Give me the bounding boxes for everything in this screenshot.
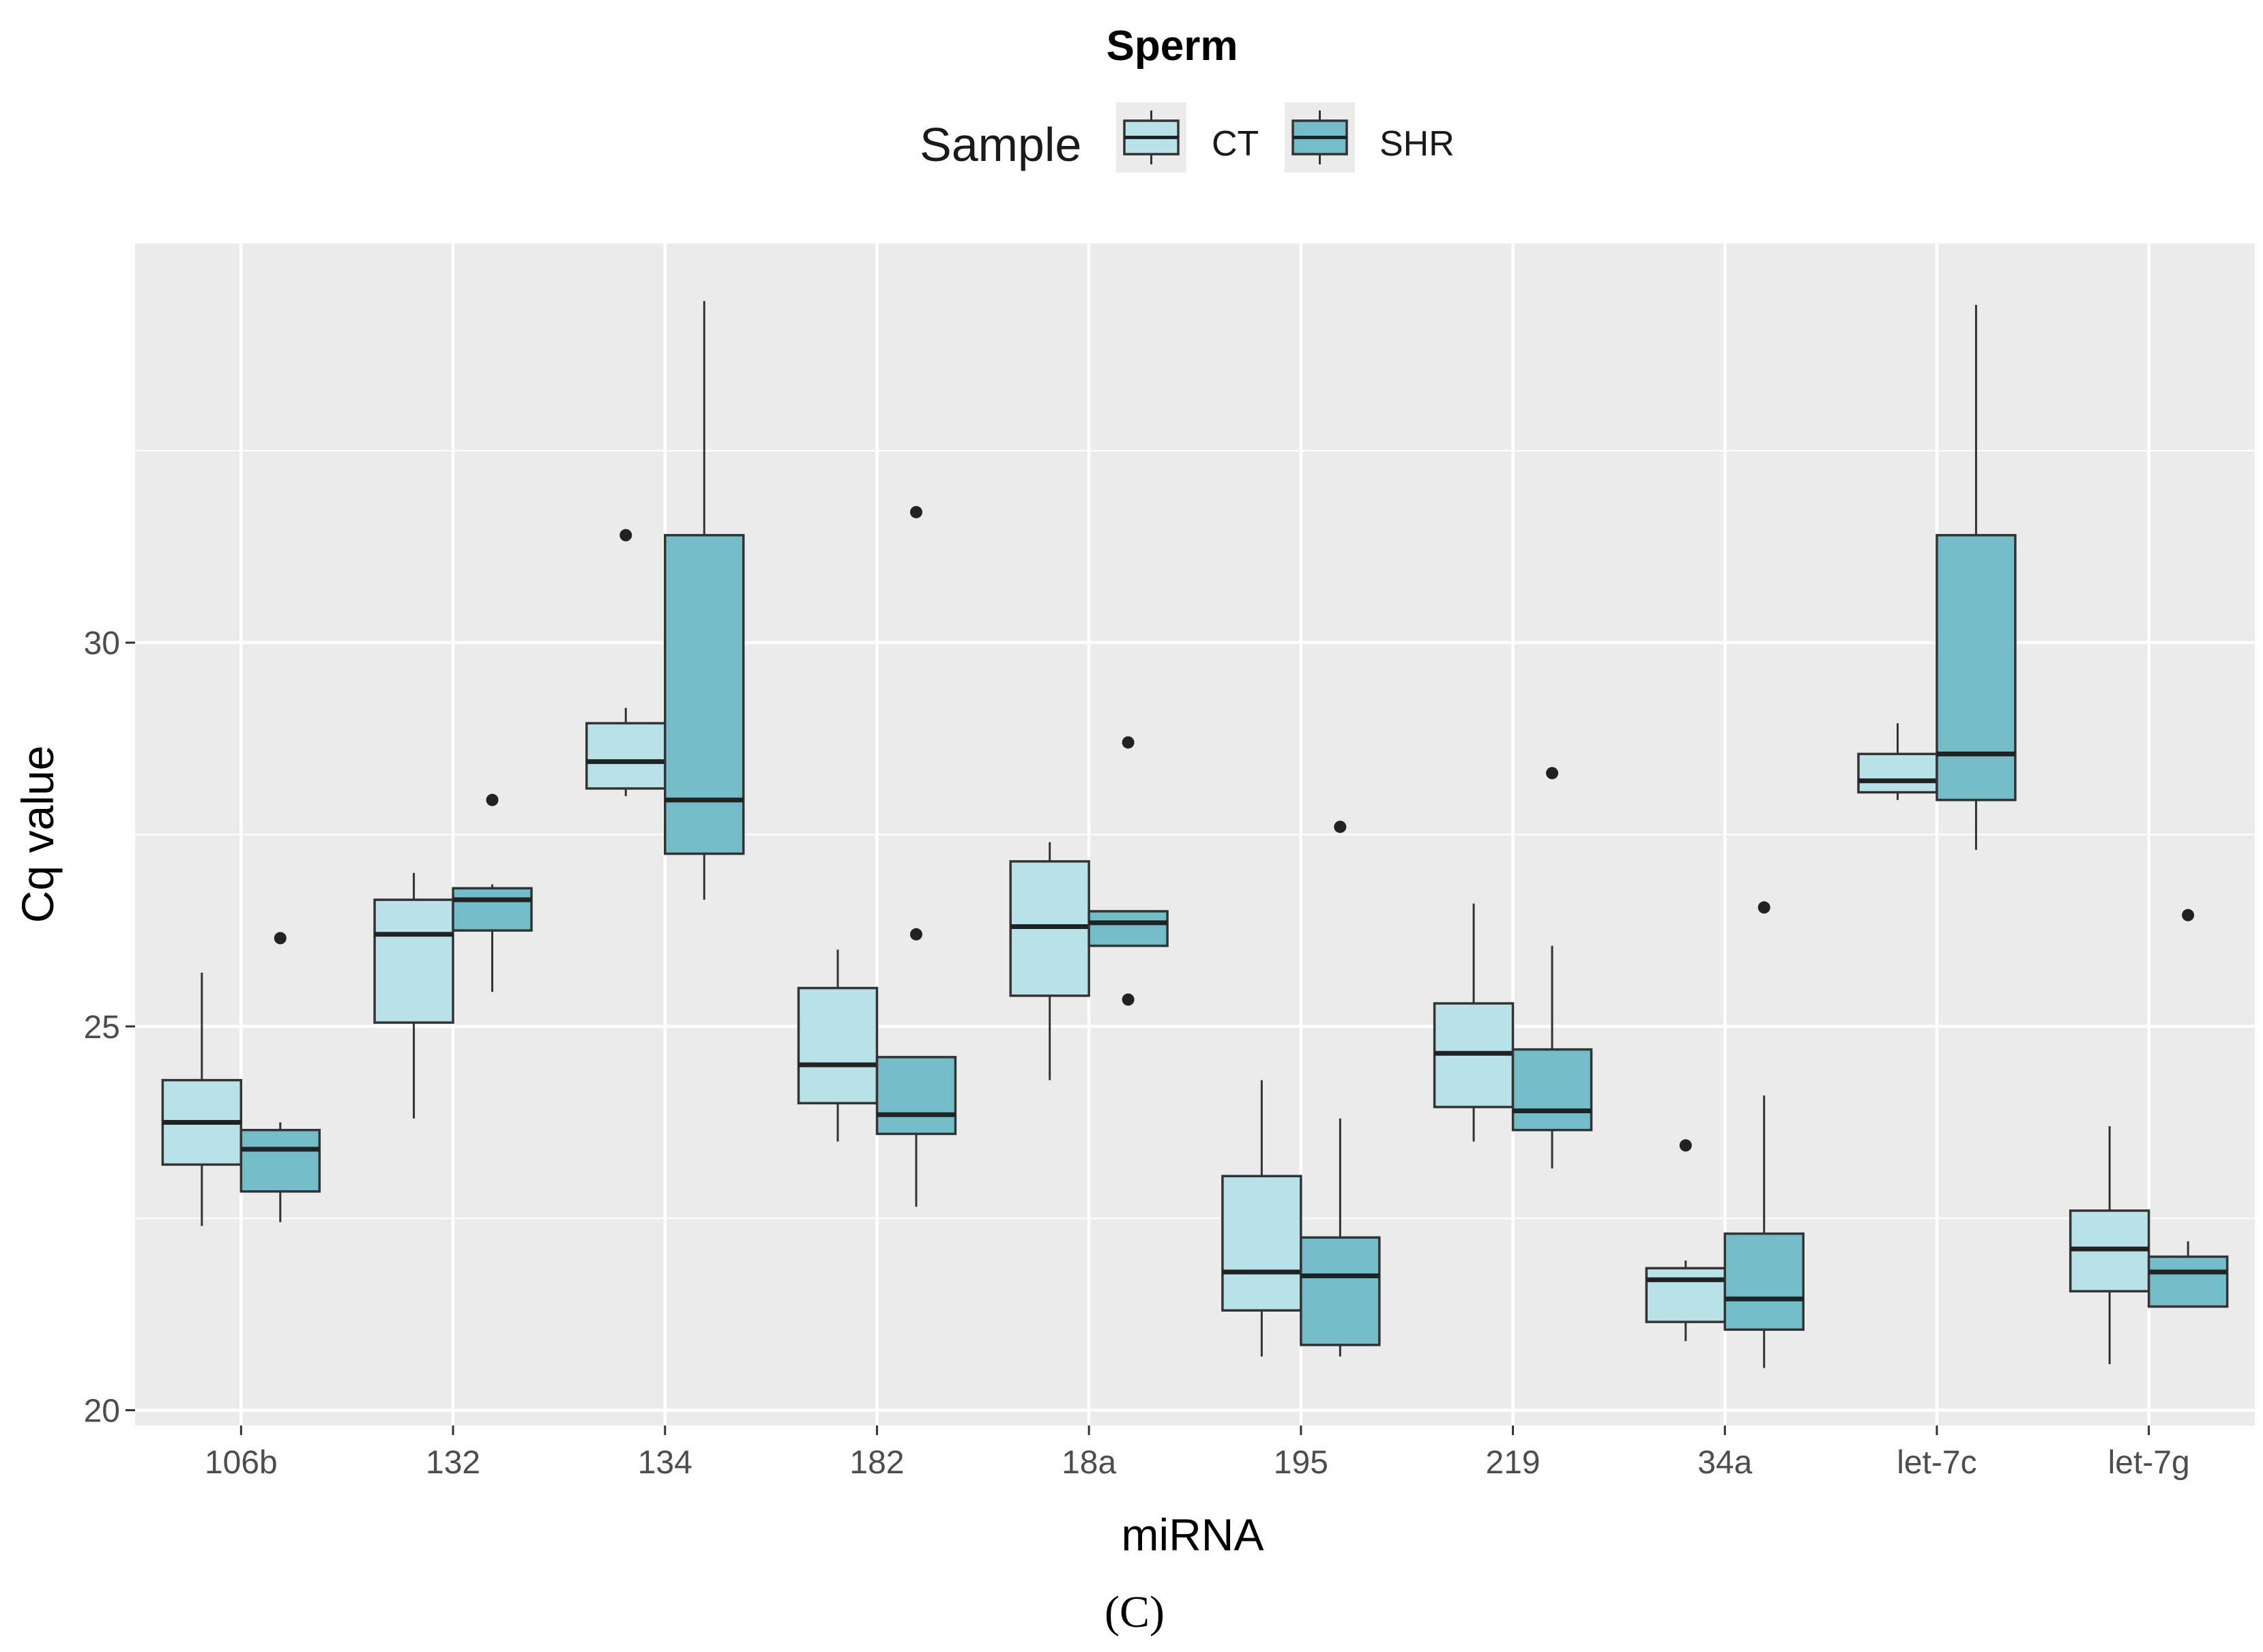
box-ct-34a (1645, 1139, 1727, 1342)
box-shr-132 (452, 793, 533, 992)
outlier-point (1546, 767, 1559, 780)
box-shr-195 (1300, 821, 1381, 1357)
box-body (373, 898, 454, 1024)
box-body (239, 1129, 321, 1193)
x-tick-label: 132 (426, 1445, 480, 1481)
box-shr-134 (664, 301, 745, 900)
box-body (797, 986, 879, 1105)
box-shr-219 (1511, 767, 1593, 1169)
chart-title: Sperm (1107, 23, 1238, 70)
box-series (161, 301, 2229, 1368)
y-tick-label: 30 (84, 625, 120, 662)
box-shr-34a (1723, 901, 1805, 1368)
x-tick-label: 134 (638, 1445, 692, 1481)
x-axis: 106b 132 134 182 18a 195 219 34a let-7c let-7g (205, 1426, 2190, 1481)
box-body (1511, 1048, 1593, 1132)
box-body (2147, 1255, 2229, 1308)
box-ct-132 (373, 872, 454, 1119)
box-body (585, 722, 667, 790)
box-body (1645, 1267, 1727, 1323)
x-axis-title: miRNA (1122, 1509, 1264, 1560)
box-body (1857, 752, 1938, 794)
box-body (875, 1056, 957, 1136)
outlier-point (909, 928, 922, 941)
x-tick-label: 195 (1274, 1445, 1328, 1481)
box-body (1221, 1175, 1302, 1312)
box-body (1300, 1236, 1381, 1346)
outlier-point (1679, 1139, 1692, 1152)
x-tick-label: let-7c (1897, 1445, 1976, 1481)
legend-label-shr: SHR (1379, 124, 1455, 164)
box-shr-18a (1087, 736, 1169, 1006)
outlier-point (486, 793, 499, 806)
y-axis: 20 25 30 (84, 625, 135, 1429)
x-tick-label: 182 (849, 1445, 904, 1481)
legend-key-shr (1291, 110, 1348, 164)
box-shr-let-7g (2147, 909, 2229, 1308)
box-ct-195 (1221, 1080, 1302, 1357)
outlier-point (909, 505, 922, 518)
outlier-point (1757, 901, 1770, 914)
y-tick-label: 20 (84, 1393, 120, 1429)
box-body (664, 533, 745, 855)
figure-caption: (C) (1105, 1587, 1165, 1637)
box-ct-106b (161, 973, 243, 1226)
box-body (1087, 910, 1169, 947)
y-tick-label: 25 (84, 1009, 120, 1046)
box-ct-let-7g (2069, 1126, 2150, 1364)
box-ct-182 (797, 949, 879, 1142)
x-tick-label: let-7g (2108, 1445, 2190, 1481)
box-body (1936, 533, 2017, 801)
y-axis-title: Cq value (12, 746, 63, 924)
box-shr-182 (875, 505, 957, 1207)
box-shr-let-7c (1936, 305, 2017, 851)
outlier-point (1122, 993, 1135, 1006)
box-ct-18a (1009, 842, 1090, 1080)
x-tick-label: 34a (1697, 1445, 1752, 1481)
x-tick-label: 18a (1062, 1445, 1116, 1481)
box-ct-let-7c (1857, 723, 1938, 800)
x-tick-label: 219 (1486, 1445, 1541, 1481)
outlier-point (619, 529, 632, 542)
box-ct-219 (1433, 903, 1515, 1142)
outlier-point (1334, 821, 1347, 834)
legend: Sample CT SHR (920, 102, 1455, 173)
box-body (1723, 1232, 1805, 1331)
box-body (452, 887, 533, 932)
x-tick-label: 106b (205, 1445, 278, 1481)
box-shr-106b (239, 932, 321, 1222)
legend-label-ct: CT (1212, 124, 1259, 164)
outlier-point (2182, 909, 2195, 921)
outlier-point (1122, 736, 1135, 749)
legend-key-ct (1123, 110, 1180, 164)
legend-title: Sample (920, 118, 1081, 171)
box-ct-134 (585, 529, 667, 797)
outlier-point (274, 932, 287, 945)
